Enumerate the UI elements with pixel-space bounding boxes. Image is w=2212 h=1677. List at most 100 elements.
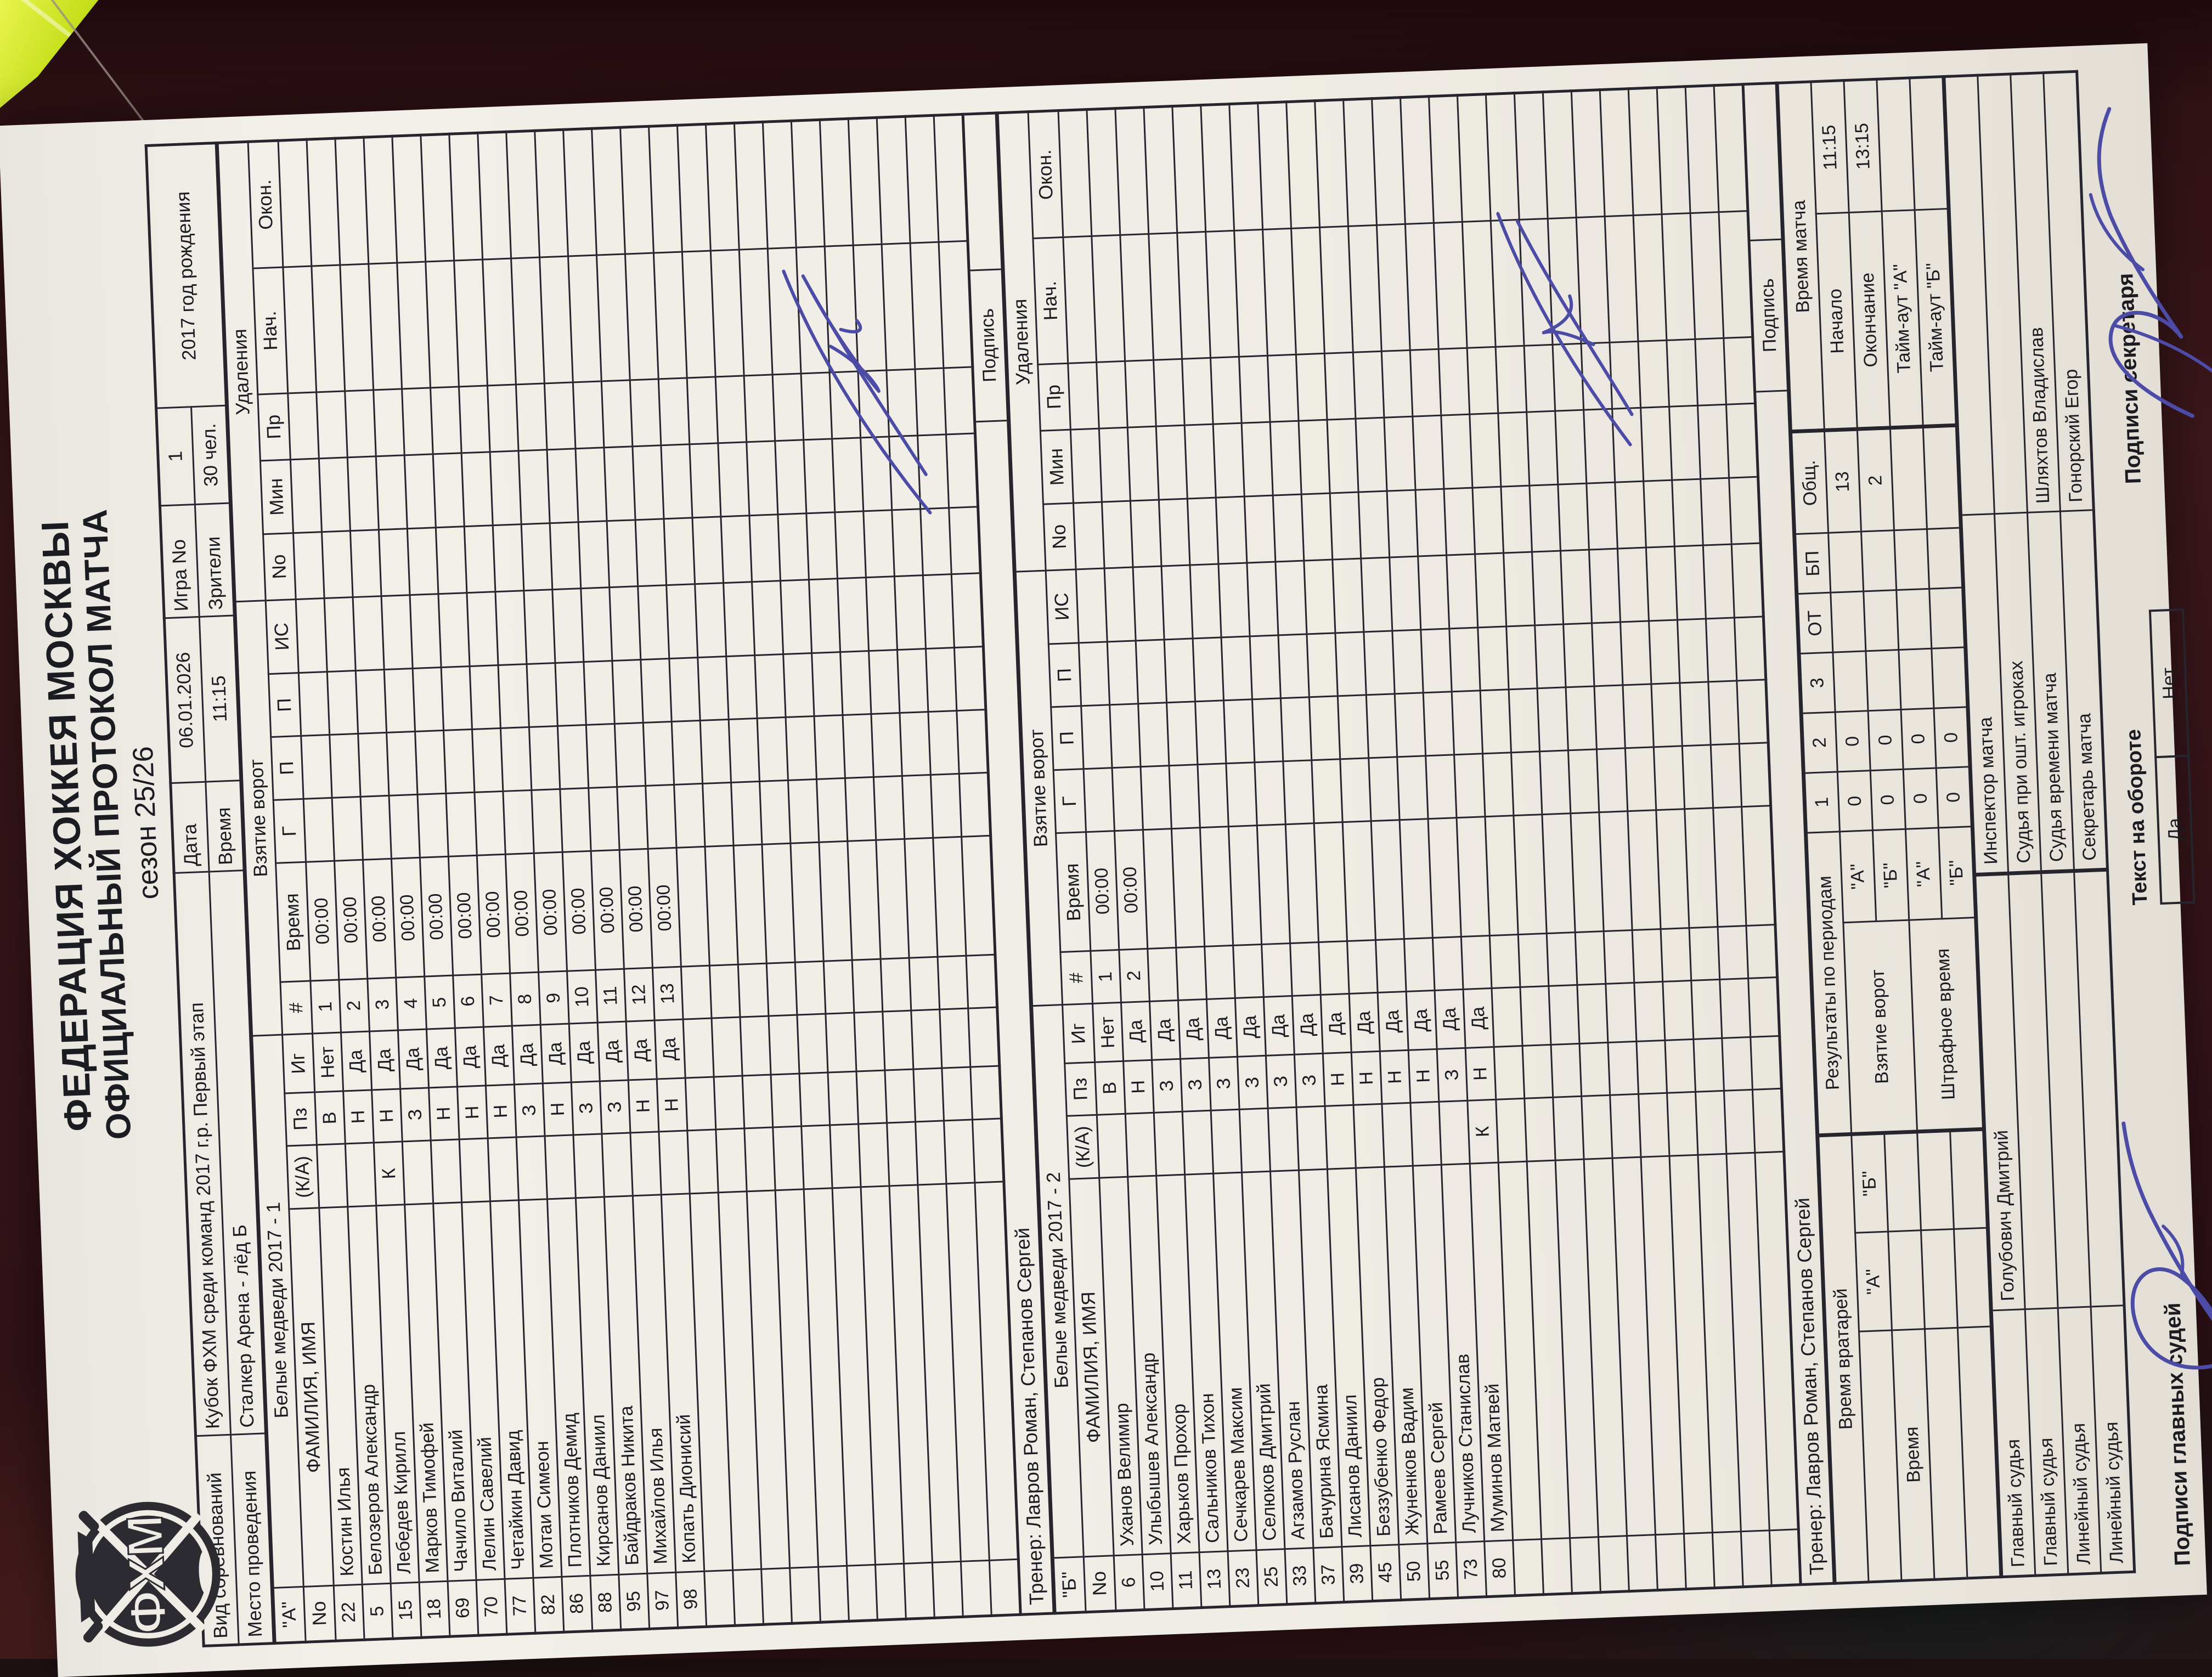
penalty-reason-cell	[658, 377, 690, 445]
goal-assist1-cell	[1651, 682, 1683, 748]
penalty-minutes-cell	[1327, 418, 1359, 494]
col-is: ИС	[1046, 569, 1079, 644]
player-captain-cell	[1752, 1088, 1784, 1153]
penalty-minutes-cell	[290, 458, 322, 533]
penalty-end-cell	[534, 129, 568, 257]
goal-assist2-cell	[1250, 635, 1281, 699]
penalty-start-cell	[1719, 210, 1753, 338]
penalty-minutes-cell	[518, 449, 550, 524]
goal-assist1-cell	[1708, 680, 1740, 746]
goal-time-cell	[1741, 806, 1776, 926]
player-number-cell	[761, 1567, 792, 1625]
goal-assist2-cell	[1164, 638, 1195, 703]
goal-number-cell	[1661, 928, 1691, 982]
player-position-cell	[685, 1077, 716, 1131]
goal-time-cell: 00:00	[334, 860, 368, 980]
goal-assist1-cell	[871, 713, 902, 777]
goal-number-cell	[966, 955, 997, 1009]
penalty-number-cell	[1729, 477, 1761, 544]
penalty-end-cell	[934, 114, 968, 242]
pen-a-p2: 0	[1901, 708, 1937, 770]
penalty-minutes-cell	[461, 451, 493, 527]
penalty-number-cell	[1672, 479, 1703, 546]
goal-scorer-cell	[475, 791, 506, 856]
penalty-start-cell	[368, 262, 402, 390]
penalty-minutes-cell	[1640, 406, 1672, 482]
player-number-cell: 77	[505, 1577, 536, 1635]
goal-assist2-cell	[470, 665, 501, 730]
penalty-end-cell	[1600, 88, 1634, 217]
player-position-cell	[856, 1070, 887, 1124]
team-a-rows: 22 Костин Илья В Нет 1 00:00	[278, 114, 1021, 1641]
penalty-reason-cell	[287, 392, 319, 460]
penalty-number-cell	[749, 514, 781, 582]
penalty-end-cell	[734, 122, 768, 250]
penalty-end-cell	[905, 115, 939, 243]
player-captain-cell	[317, 1143, 348, 1208]
penalty-end-cell	[1457, 94, 1491, 222]
goal-number-cell	[1318, 941, 1350, 995]
goal-situation-cell	[1731, 543, 1764, 618]
penalty-end-cell	[648, 125, 682, 253]
goal-assist2-cell	[1734, 616, 1766, 681]
goal-time-cell	[848, 840, 881, 961]
player-position-cell: Н	[486, 1084, 517, 1138]
penalty-number-cell	[778, 513, 809, 581]
goal-assist1-cell	[786, 716, 817, 781]
goal-situation-cell	[1361, 557, 1393, 632]
goal-number-cell: 13	[652, 967, 684, 1021]
penalty-end-cell	[364, 136, 397, 264]
penalty-minutes-cell	[860, 436, 892, 511]
goal-scorer-cell	[702, 782, 734, 847]
player-captain-cell	[715, 1128, 747, 1193]
team-a-signature-label: Подпись	[970, 269, 1007, 422]
goal-assist2-cell	[840, 651, 872, 715]
goal-time-cell: 00:00	[562, 851, 596, 972]
player-number-cell	[732, 1568, 764, 1626]
goal-number-cell	[1432, 936, 1464, 991]
goal-number-cell: 9	[538, 971, 569, 1025]
penalty-reason-cell	[1667, 339, 1698, 406]
goal-time-cell	[1171, 828, 1205, 948]
goal-assist2-cell	[1449, 627, 1481, 692]
player-position-cell	[942, 1067, 973, 1121]
goal-assist2-cell	[413, 667, 444, 732]
penalty-number-cell	[493, 524, 524, 592]
penalty-number-cell	[379, 528, 410, 596]
player-number-cell: 95	[618, 1573, 650, 1630]
goal-situation-cell	[1617, 547, 1649, 622]
player-position-cell	[1665, 1039, 1696, 1093]
penalty-start-cell	[939, 240, 973, 368]
pen-b-p2: 0	[1934, 707, 1970, 769]
player-played-cell	[740, 1016, 771, 1076]
goal-assist1-cell	[757, 717, 788, 782]
player-number-cell	[704, 1569, 735, 1627]
penalty-number-cell	[1301, 493, 1333, 561]
goal-scorer-cell	[1397, 756, 1429, 821]
player-captain-cell	[1382, 1103, 1413, 1167]
penalty-start-cell	[568, 255, 602, 382]
player-position-cell	[1579, 1042, 1610, 1097]
penalty-end-cell	[763, 121, 797, 249]
player-captain-cell	[345, 1142, 376, 1207]
penalty-reason-cell	[601, 380, 633, 448]
goal-time-cell	[1542, 814, 1576, 934]
player-captain-cell	[573, 1133, 605, 1198]
player-captain-cell	[1667, 1092, 1699, 1156]
goal-assist2-cell	[1649, 619, 1680, 684]
team-a-signature-cell	[964, 114, 1001, 272]
player-position-cell: Н	[1465, 1047, 1496, 1101]
player-position-cell: З	[1237, 1055, 1268, 1110]
player-position-cell	[1522, 1044, 1553, 1099]
pen-a-bp	[1894, 529, 1929, 590]
penalty-start-cell	[1234, 229, 1268, 357]
goal-number-cell	[1290, 942, 1321, 996]
penalty-start-cell	[454, 259, 488, 387]
goal-scorer-cell	[1368, 757, 1400, 822]
date-value: 06.01.2026	[164, 617, 206, 783]
goal-assist2-cell	[612, 659, 644, 724]
goal-number-cell	[852, 959, 883, 1013]
secretary-signature-area: Подписи секретаря	[2089, 65, 2212, 485]
penalty-end-cell	[620, 126, 654, 254]
player-number-cell: 25	[1256, 1549, 1287, 1606]
